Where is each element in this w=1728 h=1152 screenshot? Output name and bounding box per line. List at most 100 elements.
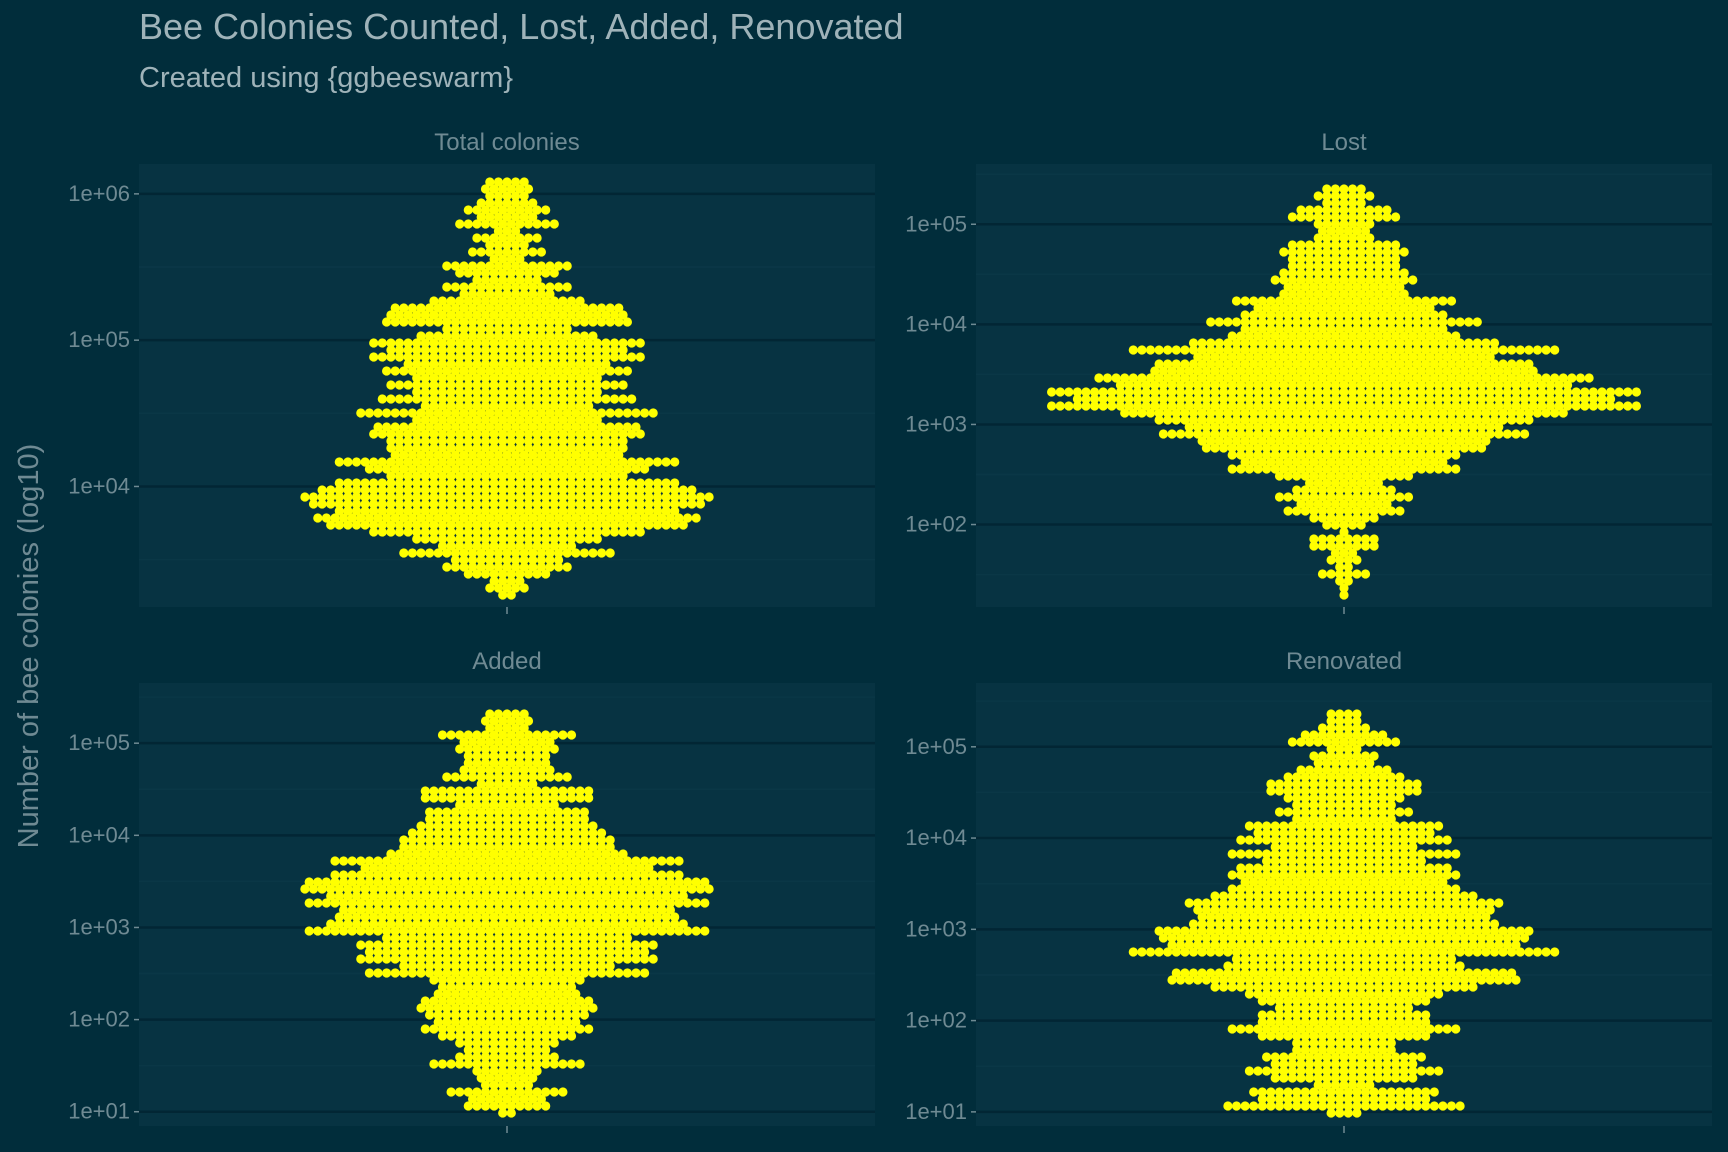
data-point xyxy=(1313,989,1323,999)
data-point xyxy=(502,548,512,558)
data-point xyxy=(489,576,499,586)
data-point xyxy=(1249,457,1259,467)
data-point xyxy=(437,730,448,740)
data-point xyxy=(1348,212,1358,222)
data-point xyxy=(1317,793,1328,803)
data-point xyxy=(480,506,491,516)
data-point xyxy=(575,1059,585,1069)
data-point xyxy=(429,506,439,516)
data-point xyxy=(584,1024,594,1034)
data-point xyxy=(1399,429,1409,439)
data-point xyxy=(1227,940,1237,950)
data-point xyxy=(437,345,448,355)
data-point xyxy=(1339,366,1349,376)
data-point xyxy=(648,877,658,887)
data-point xyxy=(480,296,491,306)
data-point xyxy=(1326,457,1336,467)
data-point xyxy=(1558,373,1568,383)
data-point xyxy=(390,303,400,313)
data-point xyxy=(1128,947,1138,957)
data-point xyxy=(1575,373,1586,383)
data-point xyxy=(1395,877,1405,887)
data-point xyxy=(506,394,516,404)
data-point xyxy=(1240,877,1250,887)
y-tick-label: 1e+04 xyxy=(68,822,130,847)
data-point xyxy=(1257,359,1267,369)
data-point xyxy=(1339,856,1349,866)
data-point xyxy=(1434,352,1444,362)
data-point xyxy=(1421,317,1431,327)
data-point xyxy=(1249,338,1259,348)
data-point xyxy=(364,513,374,523)
data-point xyxy=(403,520,413,530)
data-point xyxy=(1274,408,1285,418)
data-point xyxy=(1395,779,1405,789)
data-point xyxy=(532,345,542,355)
data-point xyxy=(1287,254,1297,264)
data-point xyxy=(386,429,396,439)
data-point xyxy=(510,898,521,908)
data-point xyxy=(566,373,577,383)
data-point xyxy=(1348,366,1358,376)
data-point xyxy=(455,429,465,439)
data-point xyxy=(429,478,439,488)
data-point xyxy=(1326,1010,1336,1020)
data-point xyxy=(455,919,465,929)
data-point xyxy=(536,548,547,558)
data-point xyxy=(1477,422,1487,432)
data-point xyxy=(463,359,473,369)
data-point xyxy=(1141,387,1151,397)
data-point xyxy=(416,856,426,866)
data-point xyxy=(1313,366,1323,376)
data-point xyxy=(1511,394,1521,404)
data-point xyxy=(1296,898,1306,908)
data-point xyxy=(369,919,379,929)
data-point xyxy=(523,506,534,516)
data-point xyxy=(1588,394,1598,404)
data-point xyxy=(369,527,379,537)
data-point xyxy=(455,268,465,278)
data-point xyxy=(1300,373,1310,383)
data-point xyxy=(1369,310,1379,320)
data-point xyxy=(498,275,508,285)
data-point xyxy=(459,940,469,950)
data-point xyxy=(1326,968,1336,978)
data-point xyxy=(562,317,572,327)
data-point xyxy=(1399,380,1409,390)
data-point xyxy=(1335,485,1345,495)
data-point xyxy=(1141,380,1151,390)
data-point xyxy=(1352,1017,1362,1027)
data-point xyxy=(1348,905,1358,915)
data-point xyxy=(1403,786,1414,796)
data-point xyxy=(459,835,469,845)
data-point xyxy=(510,583,521,593)
data-point xyxy=(1369,926,1379,936)
data-point xyxy=(1266,338,1276,348)
data-point xyxy=(532,268,542,278)
data-point xyxy=(541,520,551,530)
data-point xyxy=(1128,408,1138,418)
data-point xyxy=(1249,324,1259,334)
data-point xyxy=(536,905,547,915)
data-point xyxy=(1408,989,1418,999)
data-point xyxy=(1434,870,1444,880)
data-point xyxy=(618,891,628,901)
data-point xyxy=(485,905,495,915)
data-point xyxy=(1184,387,1194,397)
data-point xyxy=(523,786,534,796)
data-point xyxy=(1373,940,1383,950)
data-point xyxy=(510,240,521,250)
data-point xyxy=(1145,408,1156,418)
data-point xyxy=(1472,912,1482,922)
data-point xyxy=(575,310,585,320)
data-point xyxy=(1343,345,1353,355)
data-point xyxy=(1442,898,1452,908)
data-point xyxy=(1382,884,1392,894)
data-point xyxy=(1485,933,1495,943)
data-point xyxy=(420,443,430,453)
data-point xyxy=(566,793,577,803)
data-point xyxy=(631,947,641,957)
data-point xyxy=(605,947,615,957)
data-point xyxy=(691,877,701,887)
data-point xyxy=(403,849,413,859)
